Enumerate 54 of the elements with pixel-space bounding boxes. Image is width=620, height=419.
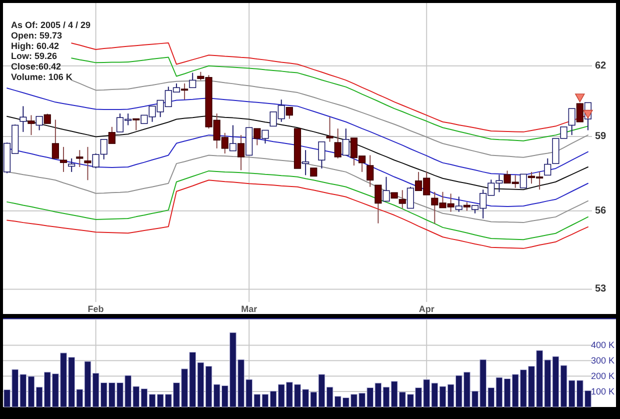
line-series: [6, 170, 588, 240]
candlestick: [455, 196, 462, 212]
y-tick-label: 62: [595, 60, 607, 72]
candlestick: [44, 113, 51, 124]
y-tick-label: 53: [595, 284, 607, 295]
annotation: High: 60.42: [11, 40, 60, 51]
x-tick-label: Apr: [418, 304, 435, 314]
y-tick-label: 100 K: [591, 386, 615, 397]
candlestick: [568, 108, 576, 136]
x-tick-label: Mar: [241, 304, 258, 314]
candlestick: [576, 102, 584, 122]
y-tick-label: 59: [595, 131, 607, 142]
candlestick: [382, 176, 390, 202]
candlestick: [132, 118, 140, 131]
candlestick: [180, 82, 188, 100]
line-series: [6, 180, 588, 249]
line-series: [71, 80, 588, 158]
candlestick: [342, 128, 350, 156]
candlestick: [254, 128, 261, 146]
candlestick: [28, 114, 35, 136]
candlestick: [237, 134, 245, 171]
candlestick: [406, 186, 414, 209]
candlestick: [374, 184, 382, 224]
candlestick: [326, 116, 334, 142]
candlestick: [108, 126, 116, 144]
annotation: Low: 59.26: [11, 51, 58, 62]
y-tick-label: 300 K: [591, 356, 615, 366]
candlestick: [286, 106, 293, 120]
candlestick: [229, 124, 236, 152]
x-tick-label: Feb: [88, 304, 104, 314]
annotation: Open: 59.73: [11, 30, 62, 40]
candlestick: [544, 158, 552, 176]
candlestick: [366, 154, 374, 188]
candlestick: [68, 158, 76, 172]
candlestick: [262, 130, 269, 144]
candlestick: [520, 174, 527, 188]
y-tick-label: 56: [595, 205, 607, 216]
annotation: Close:60.42: [11, 62, 62, 72]
annotation: Volume: 106 K: [11, 72, 73, 82]
candlestick: [76, 150, 84, 168]
candlestick: [60, 146, 68, 172]
candlestick: [84, 146, 92, 181]
candlestick: [334, 128, 342, 159]
candlestick: [318, 141, 326, 169]
candlestick: [20, 106, 27, 132]
candlestick: [189, 72, 196, 88]
line-series: [71, 56, 588, 142]
candlestick: [398, 190, 406, 209]
y-tick-label: 200 K: [591, 371, 615, 382]
y-tick-label: 400 K: [591, 340, 615, 350]
candlestick: [36, 116, 43, 131]
candlestick: [52, 119, 59, 159]
candlestick: [302, 150, 310, 176]
annotation: As Of: 2005 / 4 / 29: [11, 20, 91, 30]
